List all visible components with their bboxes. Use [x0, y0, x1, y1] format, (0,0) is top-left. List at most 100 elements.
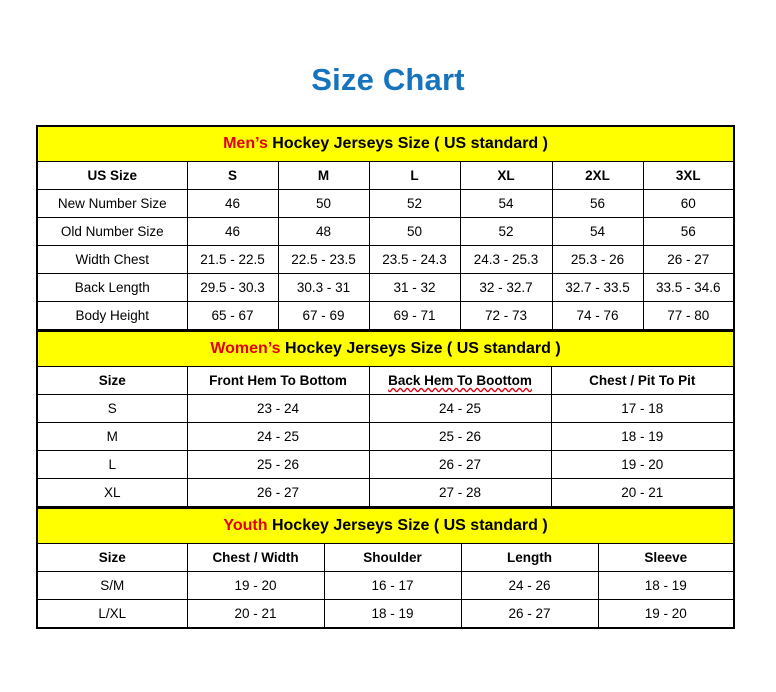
table-row: Body Height 65 - 67 67 - 69 69 - 71 72 -…: [36, 301, 735, 330]
mens-cell-0-3: 54: [459, 189, 553, 218]
youth-cell-1-1: 18 - 19: [323, 599, 462, 629]
womens-header-accent: Women’s: [210, 340, 281, 357]
womens-cell-3-0: 26 - 27: [186, 478, 370, 507]
mens-row-label-2: Width Chest: [36, 245, 188, 274]
mens-cell-3-5: 33.5 - 34.6: [642, 273, 735, 302]
womens-cell-0-2: 17 - 18: [550, 394, 735, 423]
womens-column-header-row: Size Front Hem To Bottom Back Hem To Boo…: [36, 366, 735, 395]
mens-cell-3-2: 31 - 32: [368, 273, 461, 302]
table-row: Old Number Size 46 48 50 52 54 56: [36, 217, 735, 246]
youth-cell-1-0: 20 - 21: [186, 599, 325, 629]
mens-cell-1-1: 48: [277, 217, 370, 246]
table-row: S/M 19 - 20 16 - 17 24 - 26 18 - 19: [36, 571, 735, 600]
womens-cell-2-0: 25 - 26: [186, 450, 370, 479]
table-row: New Number Size 46 50 52 54 56 60: [36, 189, 735, 218]
mens-cell-2-4: 25.3 - 26: [551, 245, 644, 274]
mens-section-header-row: Men’s Hockey Jerseys Size ( US standard …: [37, 125, 735, 162]
mens-cell-0-5: 60: [642, 189, 735, 218]
youth-section-header: Youth Hockey Jerseys Size ( US standard …: [37, 507, 735, 544]
womens-cell-1-2: 18 - 19: [550, 422, 735, 451]
womens-row-label-2: L: [36, 450, 188, 479]
mens-cell-3-1: 30.3 - 31: [277, 273, 370, 302]
table-row: XL 26 - 27 27 - 28 20 - 21: [36, 478, 735, 507]
mens-header-rest: Hockey Jerseys Size ( US standard ): [267, 135, 548, 152]
womens-col-header-0: Size: [36, 366, 188, 395]
womens-header-rest: Hockey Jerseys Size ( US standard ): [280, 340, 561, 357]
womens-cell-2-2: 19 - 20: [550, 450, 735, 479]
mens-col-header-6: 3XL: [642, 161, 735, 190]
mens-col-header-4: XL: [459, 161, 553, 190]
womens-section-header: Women’s Hockey Jerseys Size ( US standar…: [37, 330, 735, 367]
mens-cell-3-3: 32 - 32.7: [459, 273, 553, 302]
youth-size-table: Youth Hockey Jerseys Size ( US standard …: [36, 507, 736, 629]
youth-header-accent: Youth: [223, 517, 268, 534]
youth-col-header-4: Sleeve: [597, 543, 735, 572]
womens-cell-0-1: 24 - 25: [368, 394, 552, 423]
womens-col-header-3: Chest / Pit To Pit: [550, 366, 735, 395]
table-row: Back Length 29.5 - 30.3 30.3 - 31 31 - 3…: [36, 273, 735, 302]
youth-cell-0-3: 18 - 19: [597, 571, 735, 600]
youth-col-header-3: Length: [460, 543, 599, 572]
womens-row-label-1: M: [36, 422, 188, 451]
youth-row-label-0: S/M: [36, 571, 188, 600]
mens-cell-2-0: 21.5 - 22.5: [186, 245, 279, 274]
mens-cell-4-4: 74 - 76: [551, 301, 644, 330]
mens-cell-0-4: 56: [551, 189, 644, 218]
mens-cell-0-0: 46: [186, 189, 279, 218]
youth-cell-1-2: 26 - 27: [460, 599, 599, 629]
mens-col-header-1: S: [186, 161, 279, 190]
size-tables-container: Men’s Hockey Jerseys Size ( US standard …: [36, 125, 736, 629]
mens-cell-4-5: 77 - 80: [642, 301, 735, 330]
mens-cell-4-1: 67 - 69: [277, 301, 370, 330]
mens-cell-0-2: 52: [368, 189, 461, 218]
mens-column-header-row: US Size S M L XL 2XL 3XL: [36, 161, 735, 190]
womens-section-header-row: Women’s Hockey Jerseys Size ( US standar…: [37, 330, 735, 367]
mens-row-label-0: New Number Size: [36, 189, 188, 218]
mens-cell-2-3: 24.3 - 25.3: [459, 245, 553, 274]
mens-cell-1-0: 46: [186, 217, 279, 246]
youth-col-header-2: Shoulder: [323, 543, 462, 572]
mens-cell-3-4: 32.7 - 33.5: [551, 273, 644, 302]
womens-cell-0-0: 23 - 24: [186, 394, 370, 423]
youth-col-header-0: Size: [36, 543, 188, 572]
table-row: Width Chest 21.5 - 22.5 22.5 - 23.5 23.5…: [36, 245, 735, 274]
womens-col-header-2: Back Hem To Boottom: [368, 366, 552, 395]
page-title: Size Chart: [311, 62, 465, 97]
mens-cell-1-2: 50: [368, 217, 461, 246]
womens-row-label-3: XL: [36, 478, 188, 507]
table-row: L 25 - 26 26 - 27 19 - 20: [36, 450, 735, 479]
mens-row-label-4: Body Height: [36, 301, 188, 330]
womens-cell-3-2: 20 - 21: [550, 478, 735, 507]
table-row: L/XL 20 - 21 18 - 19 26 - 27 19 - 20: [36, 599, 735, 629]
womens-cell-3-1: 27 - 28: [368, 478, 552, 507]
youth-cell-0-1: 16 - 17: [323, 571, 462, 600]
mens-size-table: Men’s Hockey Jerseys Size ( US standard …: [36, 125, 736, 330]
mens-section-header: Men’s Hockey Jerseys Size ( US standard …: [37, 125, 735, 162]
mens-col-header-0: US Size: [36, 161, 188, 190]
mens-cell-4-0: 65 - 67: [186, 301, 279, 330]
mens-col-header-5: 2XL: [551, 161, 644, 190]
mens-cell-4-2: 69 - 71: [368, 301, 461, 330]
womens-size-table: Women’s Hockey Jerseys Size ( US standar…: [36, 330, 736, 507]
mens-cell-3-0: 29.5 - 30.3: [186, 273, 279, 302]
youth-cell-0-2: 24 - 26: [460, 571, 599, 600]
womens-cell-1-1: 25 - 26: [368, 422, 552, 451]
mens-cell-4-3: 72 - 73: [459, 301, 553, 330]
womens-cell-1-0: 24 - 25: [186, 422, 370, 451]
youth-header-rest: Hockey Jerseys Size ( US standard ): [267, 517, 548, 534]
youth-row-label-1: L/XL: [36, 599, 188, 629]
youth-column-header-row: Size Chest / Width Shoulder Length Sleev…: [36, 543, 735, 572]
mens-col-header-3: L: [368, 161, 461, 190]
mens-row-label-3: Back Length: [36, 273, 188, 302]
youth-cell-0-0: 19 - 20: [186, 571, 325, 600]
table-row: M 24 - 25 25 - 26 18 - 19: [36, 422, 735, 451]
mens-row-label-1: Old Number Size: [36, 217, 188, 246]
mens-cell-0-1: 50: [277, 189, 370, 218]
mens-cell-1-5: 56: [642, 217, 735, 246]
youth-col-header-1: Chest / Width: [186, 543, 325, 572]
mens-header-accent: Men’s: [223, 135, 268, 152]
womens-col-header-1: Front Hem To Bottom: [186, 366, 370, 395]
mens-cell-2-2: 23.5 - 24.3: [368, 245, 461, 274]
youth-cell-1-3: 19 - 20: [597, 599, 735, 629]
